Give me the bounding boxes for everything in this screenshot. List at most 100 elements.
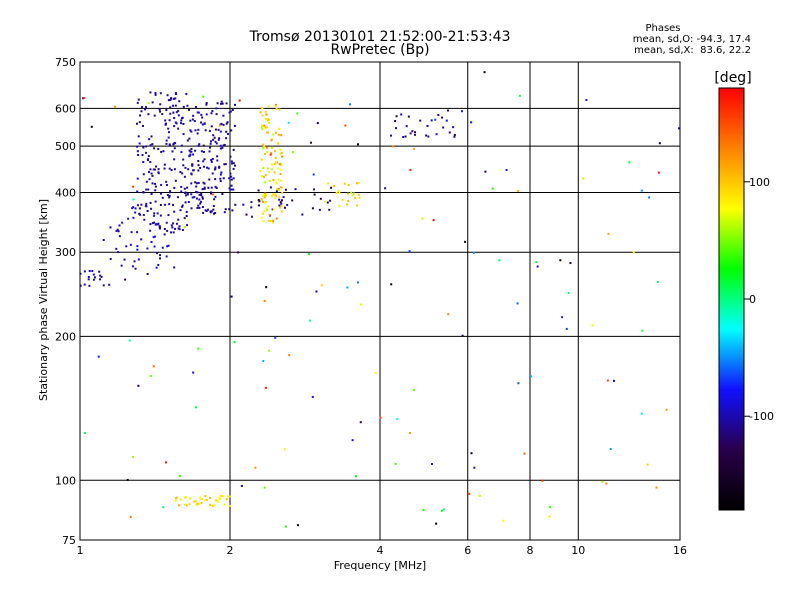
data-point	[419, 119, 422, 122]
data-point	[136, 190, 139, 193]
data-point	[254, 466, 257, 469]
data-point	[268, 213, 271, 216]
data-point	[166, 229, 169, 232]
data-point	[446, 109, 449, 112]
data-point	[154, 93, 157, 96]
data-point	[153, 168, 156, 171]
data-point	[130, 231, 133, 234]
data-point	[149, 91, 152, 94]
data-point	[338, 191, 341, 194]
data-point	[287, 121, 290, 124]
data-point	[260, 175, 263, 178]
data-point	[161, 113, 164, 116]
data-point	[217, 138, 220, 141]
data-point	[211, 157, 214, 160]
data-point	[352, 192, 355, 195]
data-point	[548, 515, 551, 518]
y-tick-label: 600	[55, 102, 76, 115]
data-point	[189, 119, 192, 122]
data-point	[280, 168, 283, 171]
data-point	[266, 131, 269, 134]
data-point	[267, 219, 270, 222]
data-point	[394, 462, 397, 465]
data-point	[294, 188, 297, 191]
data-point	[430, 463, 433, 466]
data-point	[136, 204, 139, 207]
data-point	[260, 158, 263, 161]
data-point	[160, 183, 163, 186]
data-point	[199, 166, 202, 169]
data-point	[207, 208, 210, 211]
data-point	[274, 156, 277, 159]
data-point	[201, 206, 204, 209]
data-point	[343, 182, 346, 185]
data-point	[395, 115, 398, 118]
data-point	[356, 143, 359, 146]
data-point	[192, 153, 195, 156]
x-tick-label: 8	[527, 544, 534, 557]
data-point	[228, 187, 231, 190]
data-point	[258, 200, 261, 203]
data-point	[581, 177, 584, 180]
y-tick-label: 200	[55, 330, 76, 343]
y-axis-ticks: 75 100 200 300 400 500 600 750	[55, 56, 76, 547]
data-point	[99, 278, 102, 281]
data-point	[272, 133, 275, 136]
data-point	[189, 153, 192, 156]
data-point	[118, 224, 121, 227]
data-point	[157, 168, 160, 171]
data-point	[277, 133, 280, 136]
data-point	[172, 143, 175, 146]
data-point	[266, 119, 269, 122]
data-point	[232, 148, 235, 151]
data-point	[409, 168, 412, 171]
data-point	[200, 194, 203, 197]
data-point	[230, 175, 233, 178]
data-point	[313, 193, 316, 196]
data-point	[228, 177, 231, 180]
data-point	[197, 164, 200, 167]
data-point	[183, 187, 186, 190]
data-point	[279, 173, 282, 176]
data-point	[234, 203, 237, 206]
data-point	[182, 164, 185, 167]
data-point	[327, 182, 330, 185]
data-point	[205, 113, 208, 116]
data-point	[283, 448, 286, 451]
data-point	[115, 229, 118, 232]
data-point	[190, 147, 193, 150]
data-point	[194, 406, 197, 409]
data-point	[279, 163, 282, 166]
data-point	[262, 143, 265, 146]
data-point	[189, 497, 192, 500]
data-point	[190, 182, 193, 185]
data-point	[231, 109, 234, 112]
data-point	[202, 95, 205, 98]
data-point	[144, 108, 147, 111]
data-point	[442, 126, 445, 129]
data-point	[274, 105, 277, 108]
data-point	[180, 190, 183, 193]
data-point	[491, 187, 494, 190]
data-point	[205, 102, 208, 105]
data-point	[413, 133, 416, 136]
chart-title: Tromsø 20130101 21:52:00-21:53:43	[249, 29, 511, 45]
data-point	[163, 233, 166, 236]
data-point	[272, 193, 275, 196]
data-point	[145, 202, 148, 205]
data-point	[172, 97, 175, 100]
data-point	[270, 152, 273, 155]
data-point	[187, 168, 190, 171]
data-point	[151, 182, 154, 185]
data-point	[425, 134, 428, 137]
data-point	[309, 319, 312, 322]
data-point	[265, 113, 268, 116]
data-point	[204, 129, 207, 132]
chart-subtitle: RwPretec (Bp)	[330, 42, 429, 58]
data-point	[215, 113, 218, 116]
data-point	[349, 103, 352, 106]
data-point	[346, 286, 349, 289]
data-point	[152, 168, 155, 171]
data-point	[261, 126, 264, 129]
data-point	[257, 198, 260, 201]
